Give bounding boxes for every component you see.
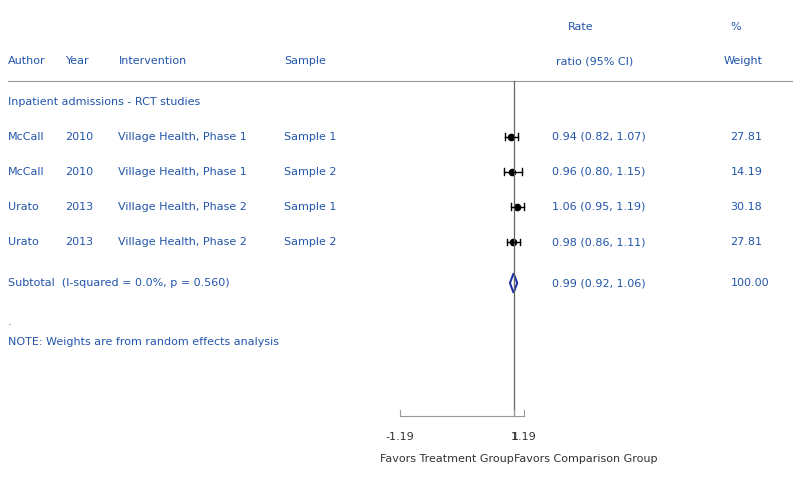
Text: Intervention: Intervention: [118, 56, 186, 66]
Text: 1: 1: [510, 432, 518, 442]
Text: Weight: Weight: [724, 56, 763, 66]
Text: Sample 2: Sample 2: [284, 167, 337, 177]
Text: Favors Comparison Group: Favors Comparison Group: [514, 454, 658, 464]
Text: 27.81: 27.81: [730, 237, 762, 247]
Text: Sample 1: Sample 1: [284, 132, 336, 142]
Text: Urato: Urato: [8, 202, 38, 212]
Text: Village Health, Phase 2: Village Health, Phase 2: [118, 202, 247, 212]
Text: 100.00: 100.00: [730, 278, 769, 288]
Text: 1.19: 1.19: [512, 432, 536, 442]
Text: McCall: McCall: [8, 132, 45, 142]
Text: ratio (95% CI): ratio (95% CI): [556, 56, 634, 66]
Text: Year: Year: [66, 56, 90, 66]
Text: 2010: 2010: [66, 132, 94, 142]
Text: .: .: [8, 317, 12, 327]
Text: 0.99 (0.92, 1.06): 0.99 (0.92, 1.06): [552, 278, 646, 288]
Text: 27.81: 27.81: [730, 132, 762, 142]
Text: 0.94 (0.82, 1.07): 0.94 (0.82, 1.07): [552, 132, 646, 142]
Text: NOTE: Weights are from random effects analysis: NOTE: Weights are from random effects an…: [8, 337, 279, 346]
Text: 1.06 (0.95, 1.19): 1.06 (0.95, 1.19): [552, 202, 646, 212]
Text: Village Health, Phase 2: Village Health, Phase 2: [118, 237, 247, 247]
Text: Inpatient admissions - RCT studies: Inpatient admissions - RCT studies: [8, 98, 200, 107]
Text: Rate: Rate: [568, 22, 594, 32]
Text: 0.96 (0.80, 1.15): 0.96 (0.80, 1.15): [552, 167, 646, 177]
Text: 30.18: 30.18: [730, 202, 762, 212]
Text: 0.98 (0.86, 1.11): 0.98 (0.86, 1.11): [552, 237, 646, 247]
Text: 14.19: 14.19: [730, 167, 762, 177]
Text: Urato: Urato: [8, 237, 38, 247]
Text: Sample: Sample: [284, 56, 326, 66]
Text: 2010: 2010: [66, 167, 94, 177]
Text: Village Health, Phase 1: Village Health, Phase 1: [118, 132, 247, 142]
Text: Subtotal  (I-squared = 0.0%, p = 0.560): Subtotal (I-squared = 0.0%, p = 0.560): [8, 278, 230, 288]
Text: Favors Treatment Group: Favors Treatment Group: [380, 454, 514, 464]
Text: Village Health, Phase 1: Village Health, Phase 1: [118, 167, 247, 177]
Text: 2013: 2013: [66, 237, 94, 247]
Text: Sample 1: Sample 1: [284, 202, 336, 212]
Text: 2013: 2013: [66, 202, 94, 212]
Text: %: %: [730, 22, 741, 32]
Text: -1.19: -1.19: [386, 432, 414, 442]
Text: McCall: McCall: [8, 167, 45, 177]
Text: Author: Author: [8, 56, 46, 66]
Text: Sample 2: Sample 2: [284, 237, 337, 247]
